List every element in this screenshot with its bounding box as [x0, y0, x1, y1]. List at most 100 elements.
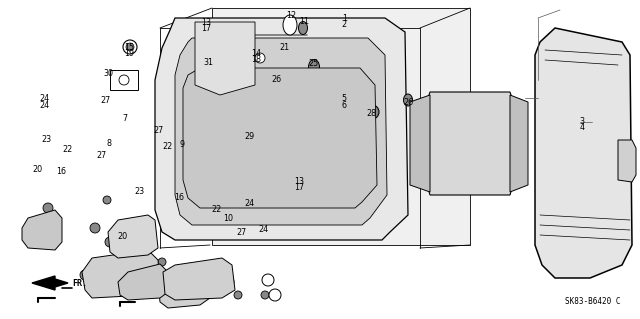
Polygon shape — [175, 38, 387, 225]
Text: 22: 22 — [62, 145, 72, 154]
Ellipse shape — [342, 127, 349, 133]
Text: 22: 22 — [211, 205, 221, 214]
Polygon shape — [428, 92, 512, 195]
Text: 31: 31 — [203, 58, 213, 67]
Polygon shape — [163, 258, 235, 300]
Polygon shape — [618, 140, 636, 182]
Polygon shape — [22, 210, 62, 250]
Ellipse shape — [177, 266, 189, 278]
Text: 26: 26 — [403, 98, 413, 107]
Ellipse shape — [262, 274, 274, 286]
Ellipse shape — [170, 275, 180, 286]
Text: 4: 4 — [580, 123, 585, 132]
Ellipse shape — [413, 135, 423, 145]
Text: 11: 11 — [300, 17, 310, 26]
Ellipse shape — [255, 53, 265, 63]
Text: 13: 13 — [294, 177, 305, 186]
Ellipse shape — [342, 92, 349, 99]
Text: 14: 14 — [251, 49, 261, 58]
Polygon shape — [110, 70, 138, 90]
Ellipse shape — [413, 160, 423, 170]
Ellipse shape — [119, 75, 129, 85]
Ellipse shape — [122, 242, 134, 254]
Ellipse shape — [90, 223, 100, 233]
Ellipse shape — [45, 217, 55, 227]
Ellipse shape — [234, 291, 242, 299]
Text: 5: 5 — [342, 94, 347, 103]
Text: 23: 23 — [41, 135, 51, 144]
Ellipse shape — [269, 289, 281, 301]
Ellipse shape — [138, 222, 148, 234]
Text: 23: 23 — [134, 187, 145, 196]
Text: 2: 2 — [342, 20, 347, 29]
Polygon shape — [272, 72, 342, 92]
Text: 27: 27 — [96, 151, 106, 160]
Text: 9: 9 — [180, 140, 185, 149]
Ellipse shape — [216, 92, 223, 99]
Ellipse shape — [195, 285, 205, 295]
Text: 17: 17 — [294, 183, 305, 192]
Text: 24: 24 — [40, 101, 50, 110]
Ellipse shape — [170, 293, 180, 303]
Ellipse shape — [97, 263, 108, 273]
Ellipse shape — [283, 15, 297, 35]
Ellipse shape — [138, 242, 148, 254]
Polygon shape — [108, 215, 158, 258]
Polygon shape — [32, 276, 68, 290]
Ellipse shape — [342, 161, 349, 168]
Text: 15: 15 — [124, 43, 134, 52]
Ellipse shape — [403, 94, 413, 106]
Ellipse shape — [342, 191, 349, 198]
Text: 29: 29 — [244, 132, 255, 141]
Text: 1: 1 — [342, 14, 347, 23]
Ellipse shape — [298, 21, 307, 34]
Ellipse shape — [177, 285, 189, 295]
Text: 27: 27 — [100, 96, 111, 105]
Text: 27: 27 — [237, 228, 247, 237]
Text: 26: 26 — [271, 75, 282, 84]
Polygon shape — [212, 8, 470, 245]
Text: 21: 21 — [279, 43, 289, 52]
Text: 27: 27 — [154, 126, 164, 135]
Ellipse shape — [216, 161, 223, 168]
Polygon shape — [82, 250, 160, 298]
Ellipse shape — [122, 222, 134, 234]
Polygon shape — [410, 95, 430, 192]
Ellipse shape — [295, 73, 313, 91]
Text: 19: 19 — [124, 49, 134, 58]
Ellipse shape — [157, 271, 166, 279]
Text: 18: 18 — [251, 56, 261, 64]
Ellipse shape — [43, 203, 53, 213]
Text: 8: 8 — [106, 139, 111, 148]
Text: SK83-B6420 C: SK83-B6420 C — [565, 297, 621, 306]
Ellipse shape — [243, 130, 253, 140]
Ellipse shape — [261, 291, 269, 299]
Ellipse shape — [195, 266, 205, 278]
Polygon shape — [158, 268, 210, 308]
Text: 20: 20 — [118, 232, 128, 241]
Text: 25: 25 — [308, 59, 319, 68]
Text: 30: 30 — [104, 69, 114, 78]
Text: 17: 17 — [201, 24, 211, 33]
Ellipse shape — [216, 127, 223, 133]
Ellipse shape — [241, 126, 255, 144]
Polygon shape — [118, 264, 168, 300]
Text: 20: 20 — [32, 165, 42, 174]
Text: 3: 3 — [580, 117, 585, 126]
Ellipse shape — [113, 263, 124, 273]
Ellipse shape — [308, 60, 319, 75]
Ellipse shape — [222, 276, 234, 288]
Polygon shape — [510, 95, 528, 192]
Ellipse shape — [299, 77, 309, 87]
Ellipse shape — [126, 43, 134, 51]
Polygon shape — [252, 50, 268, 65]
Ellipse shape — [216, 191, 223, 198]
Ellipse shape — [80, 270, 90, 280]
Text: 13: 13 — [201, 18, 211, 27]
Ellipse shape — [515, 160, 525, 170]
Text: 6: 6 — [342, 101, 347, 110]
Polygon shape — [535, 28, 632, 278]
Text: 22: 22 — [163, 142, 173, 151]
Ellipse shape — [103, 196, 111, 204]
Ellipse shape — [97, 283, 108, 293]
